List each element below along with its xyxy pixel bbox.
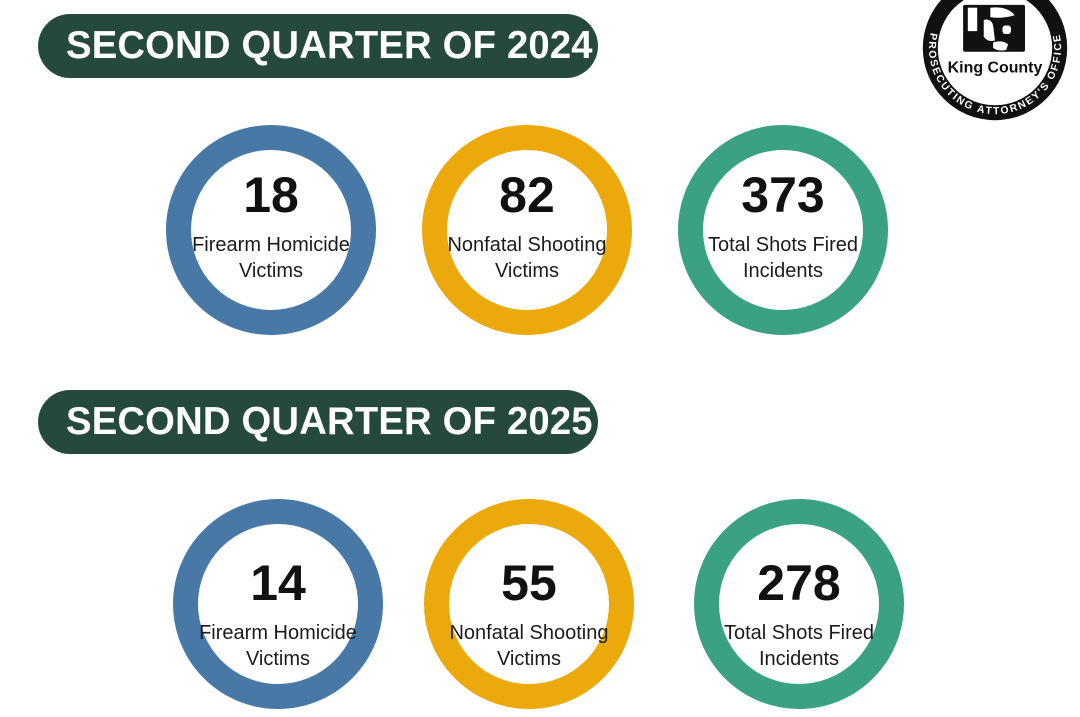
stat-label-line1: Firearm Homicide (192, 234, 350, 256)
quarter-banner-2025-title: SECOND QUARTER OF 2025 (66, 400, 593, 443)
stat-circle-firearm-homicide-2024: 18 Firearm Homicide Victims (166, 125, 376, 335)
mlk-silhouette-icon (963, 4, 1025, 52)
stat-label-line1: Total Shots Fired (707, 234, 859, 256)
stat-value: 14 (250, 555, 306, 611)
stat-content: 18 Firearm Homicide Victims (192, 170, 350, 284)
quarter-banner-2025: SECOND QUARTER OF 2025 (38, 390, 598, 454)
stat-label-line2: Victims (245, 648, 311, 670)
stat-circle-shots-fired-2025: 278 Total Shots Fired Incidents (694, 499, 904, 709)
stat-circle-firearm-homicide-2025: 14 Firearm Homicide Victims (173, 499, 383, 709)
stat-circle-shots-fired-2024: 373 Total Shots Fired Incidents (678, 125, 888, 335)
stat-content: 14 Firearm Homicide Victims (199, 558, 357, 672)
stat-circle-nonfatal-shooting-2025: 55 Nonfatal Shooting Victims (424, 499, 634, 709)
stat-value: 55 (501, 555, 557, 611)
stat-value: 278 (757, 555, 841, 611)
stat-label-line1: Firearm Homicide (199, 622, 357, 644)
stat-content: 278 Total Shots Fired Incidents (724, 558, 874, 672)
stat-label-line2: Incidents (742, 260, 824, 282)
stat-label-line2: Victims (496, 648, 562, 670)
stat-label-line1: Nonfatal Shooting (447, 234, 607, 256)
stat-label-line2: Incidents (758, 648, 840, 670)
king-county-prosecutor-logo-badge: PROSECUTING ATTORNEY'S OFFICE King Count… (922, 0, 1068, 121)
stat-value: 82 (499, 167, 555, 223)
quarter-banner-2024-title: SECOND QUARTER OF 2024 (66, 24, 593, 67)
logo-org-name: King County (948, 59, 1043, 76)
stat-circle-nonfatal-shooting-2024: 82 Nonfatal Shooting Victims (422, 125, 632, 335)
stat-content: 55 Nonfatal Shooting Victims (449, 558, 608, 672)
stat-content: 82 Nonfatal Shooting Victims (447, 170, 606, 284)
stat-content: 373 Total Shots Fired Incidents (708, 170, 858, 284)
stat-value: 373 (741, 167, 825, 223)
stat-label-line1: Total Shots Fired (723, 622, 875, 644)
stat-value: 18 (243, 167, 299, 223)
stat-label-line2: Victims (494, 260, 560, 282)
king-county-prosecutor-logo: PROSECUTING ATTORNEY'S OFFICE King Count… (920, 0, 1070, 123)
quarter-banner-2024: SECOND QUARTER OF 2024 (38, 14, 598, 78)
stat-label-line2: Victims (238, 260, 304, 282)
stat-label-line1: Nonfatal Shooting (449, 622, 609, 644)
